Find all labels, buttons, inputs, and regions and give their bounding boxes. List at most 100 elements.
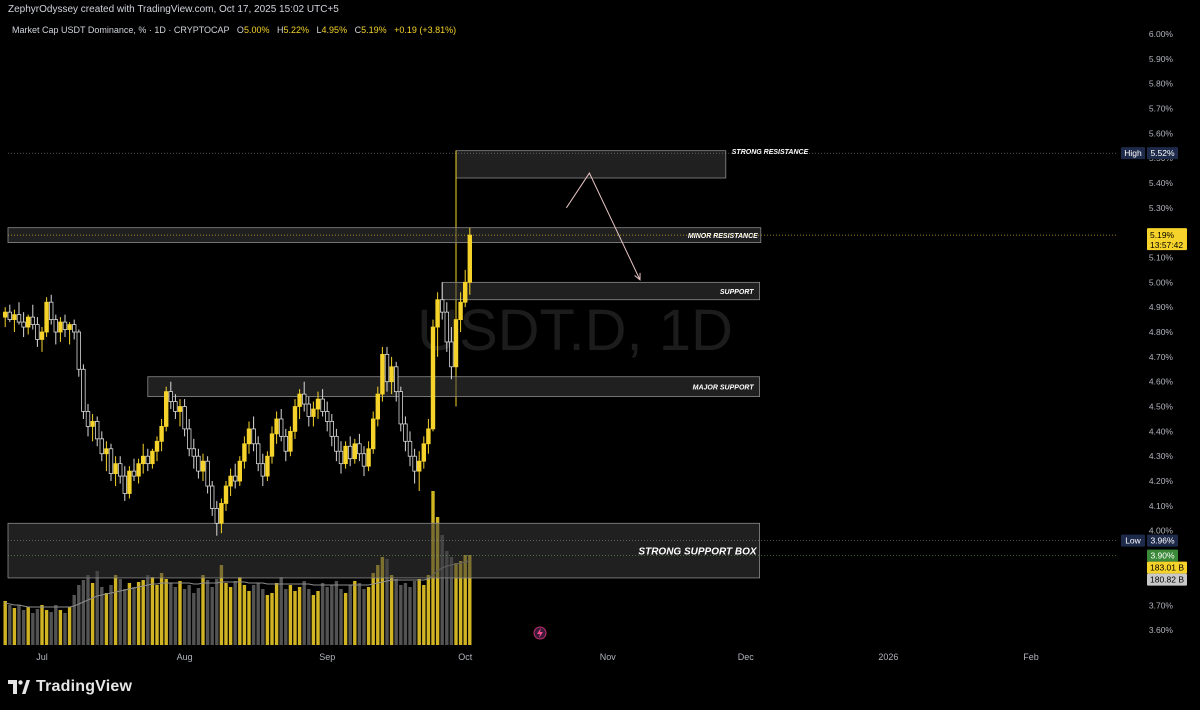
volume-bar (399, 585, 403, 645)
volume-bar (412, 581, 417, 645)
volume-bar (463, 555, 467, 645)
candle-body (274, 418, 279, 435)
candle-body (168, 391, 173, 402)
volume-bar (164, 579, 168, 645)
volume-bar (311, 595, 316, 645)
candle-body (237, 460, 242, 482)
candle-body (16, 314, 22, 323)
candle-body (458, 301, 463, 320)
candle-body (255, 443, 261, 465)
volume-bar (297, 587, 302, 645)
volume-bar (426, 575, 431, 645)
volume-value-tag: 183.01 B (1150, 563, 1184, 573)
candle-body (380, 353, 385, 395)
volume-bar (251, 585, 256, 645)
time-tick-label: 2026 (878, 652, 898, 662)
volume-bar (215, 579, 219, 645)
candle-body (288, 430, 293, 452)
candle-body (118, 463, 123, 477)
volume-bar (81, 580, 86, 645)
candle-body (30, 316, 35, 325)
price-tick-label: 5.80% (1149, 79, 1174, 89)
price-tick-label: 5.10% (1149, 252, 1174, 262)
volume-bar (196, 588, 201, 645)
volume-bar (100, 587, 104, 645)
zone-label: MAJOR SUPPORT (693, 385, 755, 392)
volume-bar (394, 579, 398, 645)
candle-body (200, 460, 206, 472)
candle-body (7, 311, 12, 320)
candle-body (90, 421, 95, 427)
volume-bar (95, 571, 99, 645)
candle-body (108, 448, 114, 475)
low-value: 4.95% (321, 25, 348, 35)
zone-label: MINOR RESISTANCE (688, 233, 758, 240)
price-tick-label: 5.00% (1149, 277, 1174, 287)
volume-bar (12, 608, 17, 645)
tradingview-logo[interactable]: TradingView (8, 678, 132, 696)
candle-body (214, 507, 219, 524)
volume-bar (417, 579, 421, 645)
candle-body (426, 428, 431, 445)
candle-body (196, 455, 201, 472)
price-tick-label: 4.80% (1149, 327, 1174, 337)
volume-bar (132, 587, 136, 645)
candle-body (347, 445, 353, 460)
candle-body (223, 485, 229, 504)
volume-bar (422, 585, 426, 645)
time-tick-label: Dec (738, 652, 755, 662)
price-tick-label: 3.70% (1149, 600, 1174, 610)
candle-body (58, 321, 63, 333)
candle-body (421, 443, 426, 462)
volume-bar (210, 587, 214, 645)
candle-body (246, 428, 252, 445)
volume-bar (35, 609, 40, 645)
open-value: 5.00% (243, 25, 270, 35)
candle-body (191, 448, 196, 457)
candle-body (412, 455, 417, 472)
candle-body (232, 475, 238, 482)
candle-body (398, 391, 403, 425)
candle-body (44, 301, 49, 333)
volume-bar (90, 583, 95, 645)
volume-bar (440, 535, 444, 645)
volume-bar (307, 589, 311, 645)
volume-bar (247, 591, 251, 645)
volume-bar (454, 563, 458, 645)
volume-bar (265, 595, 270, 645)
candle-body (338, 450, 344, 465)
candle-body (173, 401, 178, 412)
volume-bar (182, 589, 187, 645)
price-tick-label: 4.70% (1149, 352, 1174, 362)
volume-bar (31, 613, 35, 645)
chart-watermark: USDT.D, 1D (417, 298, 733, 363)
volume-bar (40, 605, 44, 645)
volume-bar (104, 593, 109, 645)
price-tick-label: 3.60% (1149, 625, 1174, 635)
volume-bar (357, 583, 362, 645)
volume-bar (435, 517, 440, 645)
open-label: O (236, 25, 244, 35)
candle-body (449, 341, 454, 368)
current-price-value: 5.19% (1150, 230, 1175, 240)
low-value-tag: 3.96% (1150, 536, 1175, 546)
price-tick-label: 4.90% (1149, 302, 1174, 312)
volume-bar (288, 585, 293, 645)
volume-bar (58, 610, 63, 645)
price-chart[interactable]: USDT.D, 1D STRONG RESISTANCE MINOR RESISTA… (0, 20, 1200, 670)
candle-body (122, 475, 127, 494)
candle-body (324, 411, 330, 422)
volume-ma-line (5, 560, 470, 608)
volume-bar (325, 587, 329, 645)
volume-bar (224, 583, 228, 645)
candle-body (182, 406, 187, 430)
volume-bar (293, 591, 297, 645)
projection-arrow-head (634, 272, 641, 281)
price-tick-label: 5.90% (1149, 54, 1174, 64)
volume-bar (348, 585, 352, 645)
high-value: 5.22% (283, 25, 310, 35)
price-tick-label: 5.40% (1149, 178, 1174, 188)
volume-bar (141, 580, 145, 645)
candle-body (67, 324, 72, 330)
volume-bar (468, 555, 472, 645)
